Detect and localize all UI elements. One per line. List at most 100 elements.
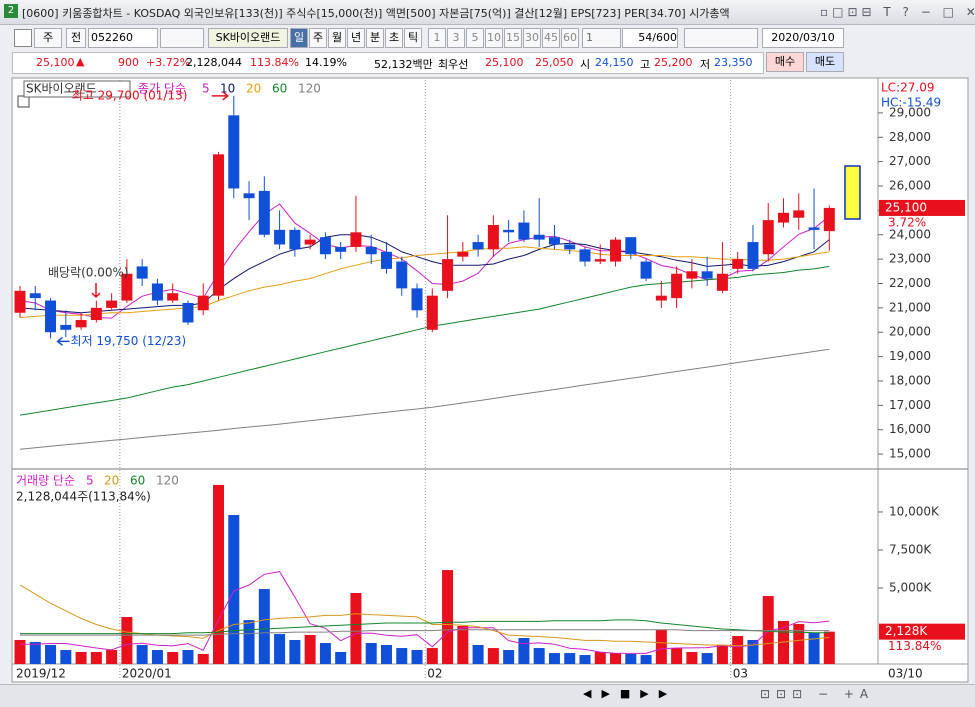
candle-body (762, 220, 774, 255)
quote-turnover: 14.19% (305, 56, 347, 69)
interval-button[interactable]: 10 (485, 28, 503, 48)
scope-select[interactable]: 전 (66, 28, 86, 48)
low-annotation: 최저 19,750 (12/23) (71, 334, 187, 348)
date-field[interactable]: 2020/03/10 (762, 28, 844, 48)
candle-body (655, 295, 667, 301)
interval-button[interactable]: 60 (561, 28, 579, 48)
quote-ask: 25,100 (485, 56, 524, 69)
volume-bar (396, 648, 408, 664)
symbol-box (23, 80, 131, 98)
ma-line (20, 571, 830, 654)
volume-bar (457, 625, 469, 664)
candle-body (548, 237, 560, 245)
interval-button[interactable]: 15 (504, 28, 522, 48)
x-end-label: 03/10 (888, 667, 923, 681)
window-icons[interactable]: ▫□⊡⊟ T ? − □ ✕ (820, 5, 975, 19)
volume-bar (533, 648, 545, 664)
volume-bar (319, 643, 331, 664)
period-button[interactable]: 월 (328, 28, 346, 48)
candle-body (350, 232, 362, 247)
candle-body (671, 273, 683, 299)
last-volume-box (879, 623, 965, 640)
unit-select[interactable]: 주 (34, 28, 62, 48)
candle-body (625, 237, 637, 255)
quote-high-label: 고 (640, 58, 651, 71)
candle-body (442, 259, 454, 291)
period-button[interactable]: 초 (385, 28, 403, 48)
candle-body (319, 237, 331, 255)
zoom-buttons[interactable]: ⊡⊡⊡ − +A (760, 687, 875, 701)
candle-body (396, 261, 408, 289)
volume-bar (701, 653, 713, 664)
volume-bar (472, 644, 484, 664)
ma-line (19, 265, 830, 416)
volume-bar (90, 651, 102, 664)
quote-bid: 25,050 (535, 56, 574, 69)
volume-bar (564, 653, 576, 664)
candle-body (793, 210, 805, 218)
plot-background (11, 77, 879, 665)
sell-button[interactable]: 매도 (806, 52, 844, 72)
period-button[interactable]: 틱 (404, 28, 422, 48)
volume-bar (640, 655, 652, 664)
interval-button[interactable]: 45 (542, 28, 560, 48)
candle-body (411, 288, 423, 311)
volume-bar (793, 624, 805, 664)
volume-bar (487, 648, 499, 664)
settings-icon[interactable] (14, 29, 32, 47)
volume-ratio-label: 113.84% (888, 639, 941, 653)
candle-body (747, 242, 759, 269)
y-tick-label: 22,000 (889, 276, 931, 290)
interval-button[interactable]: 5 (466, 28, 484, 48)
quote-open-label: 시 (580, 58, 591, 71)
volume-bar (213, 484, 225, 664)
volume-bar (548, 653, 560, 664)
period-button[interactable]: 주 (309, 28, 327, 48)
hc-label: HC:-15.49 (881, 96, 941, 110)
period-button[interactable]: 일 (290, 28, 308, 48)
lc-label: LC:27.09 (881, 81, 934, 95)
candle-body (503, 229, 515, 233)
axis-background (877, 77, 969, 665)
x-tick-label: 2020/01 (122, 667, 172, 681)
interval-button[interactable]: 3 (447, 28, 465, 48)
candle-body (518, 222, 530, 240)
candle-body (151, 283, 163, 301)
interval-button[interactable]: 30 (523, 28, 541, 48)
interval-button[interactable]: 1 (428, 28, 446, 48)
candle-body (258, 190, 270, 235)
candle-body (182, 302, 194, 323)
tool-icons[interactable] (160, 28, 204, 48)
y-tick-label: 10,000K (889, 504, 940, 518)
volume-bar (197, 653, 209, 664)
volume-bar (579, 655, 591, 664)
volume-bar (60, 650, 72, 664)
period-button[interactable]: 년 (347, 28, 365, 48)
volume-bar (411, 650, 423, 664)
buy-button[interactable]: 매수 (766, 52, 804, 72)
candle-body (426, 295, 438, 330)
y-tick-label: 23,000 (889, 252, 931, 266)
volume-bar (106, 650, 118, 664)
name-field[interactable]: SK바이오랜드 (208, 28, 288, 48)
volume-bar (151, 650, 163, 664)
count-field[interactable]: 1 (582, 28, 621, 48)
candle-body (274, 229, 286, 245)
chart-tools[interactable] (684, 28, 758, 48)
quote-open: 24,150 (595, 56, 634, 69)
volume-bar (274, 634, 286, 664)
high-arrow (211, 91, 229, 101)
period-button[interactable]: 분 (366, 28, 384, 48)
candle-body (335, 246, 347, 252)
volume-bar (14, 639, 26, 664)
code-input[interactable]: 052260 (88, 28, 158, 48)
volume-bar (503, 650, 515, 664)
volume-bar (594, 651, 606, 664)
volume-bar (686, 651, 698, 664)
legend-entry: 5 (202, 82, 210, 96)
scroll-buttons[interactable]: ◀▶■▶▶ (583, 687, 678, 700)
legend-entry: 20 (104, 474, 119, 488)
candle-body (640, 261, 652, 279)
volume-bar (380, 644, 392, 664)
